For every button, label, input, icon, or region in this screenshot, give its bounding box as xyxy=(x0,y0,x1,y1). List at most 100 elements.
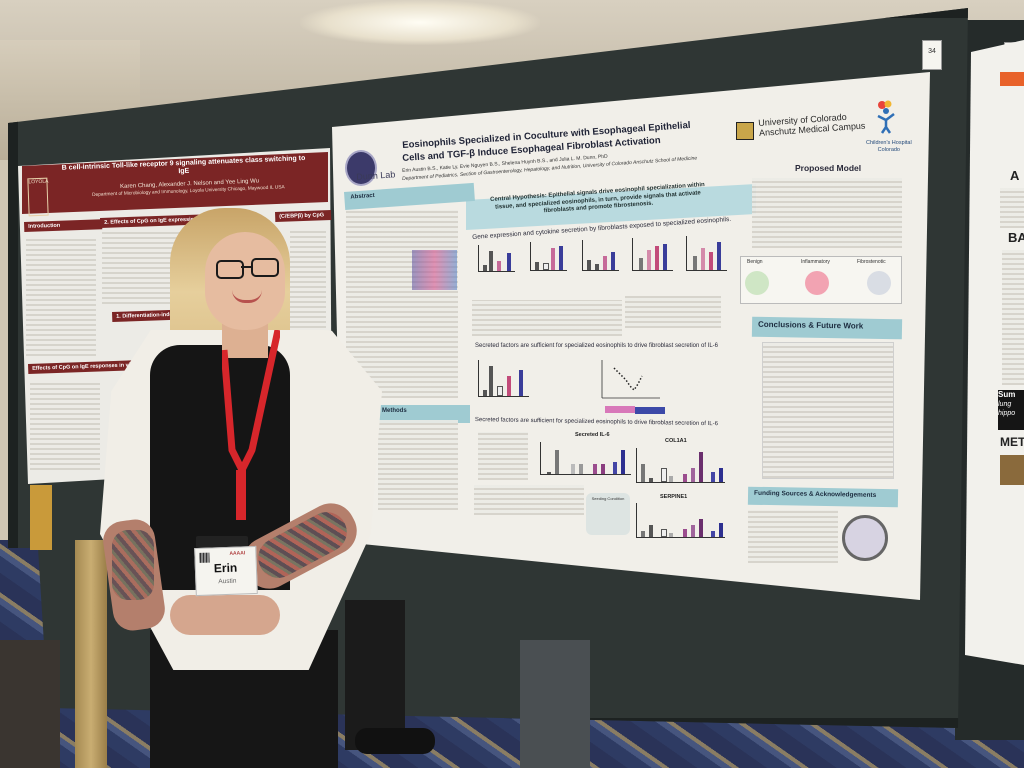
bar xyxy=(641,531,645,537)
proposed-model-heading: Proposed Model xyxy=(795,163,862,173)
bar-chart xyxy=(686,236,727,271)
bar xyxy=(711,472,715,482)
bar xyxy=(639,258,643,270)
funding-heading: Funding Sources & Acknowledgements xyxy=(747,486,899,508)
text-block xyxy=(26,236,96,356)
right-poster-heading: A xyxy=(1010,168,1020,183)
figure-caption xyxy=(472,300,622,336)
bar xyxy=(535,262,539,270)
bar-chart xyxy=(478,245,515,272)
bar xyxy=(699,452,703,482)
summary-box: Sum lung hippo xyxy=(998,390,1024,430)
conclusions-heading: Conclusions & Future Work xyxy=(751,316,903,340)
bar xyxy=(701,248,705,270)
left-poster-section: (C/EBPβ) by CpG xyxy=(275,210,332,222)
text-block xyxy=(1002,250,1024,385)
right-poster-image xyxy=(1000,455,1024,485)
model-state: Benign xyxy=(747,259,763,265)
section-heading: Secreted factors are sufficient for spec… xyxy=(475,343,719,349)
abstract-body xyxy=(346,210,458,398)
bar xyxy=(547,472,551,474)
funding-body xyxy=(748,510,838,563)
bar xyxy=(601,464,605,474)
dunn-lab-logo xyxy=(345,150,377,186)
schematic xyxy=(478,432,528,480)
bar xyxy=(613,462,617,474)
bar xyxy=(543,263,549,270)
bar xyxy=(621,450,625,474)
text-block xyxy=(1000,188,1024,228)
society-seal xyxy=(842,515,888,561)
bar xyxy=(579,464,583,474)
bar xyxy=(711,531,715,537)
summary-text: lung xyxy=(998,401,1012,408)
figure-caption xyxy=(474,485,584,515)
badge-first-name: Erin xyxy=(213,560,238,576)
figure-caption xyxy=(625,296,721,328)
bar xyxy=(649,525,653,537)
volcano-plot xyxy=(601,360,660,399)
bar xyxy=(719,468,723,482)
legend-box: Seeding Condition xyxy=(586,493,630,535)
qr-code-icon xyxy=(199,552,210,563)
methods-heading: Methods xyxy=(376,405,470,423)
bar xyxy=(655,246,659,270)
bar xyxy=(489,251,493,271)
background-person-legs xyxy=(345,600,405,750)
figure-block xyxy=(290,228,326,333)
bar xyxy=(647,250,651,270)
bar xyxy=(669,533,673,537)
bar xyxy=(683,474,687,482)
bar xyxy=(595,264,599,270)
bar xyxy=(551,248,555,270)
bar xyxy=(603,256,607,270)
model-text xyxy=(752,178,902,248)
bar xyxy=(691,468,695,482)
abstract-figure xyxy=(412,250,457,290)
chandelier xyxy=(300,0,540,45)
bar xyxy=(489,366,493,396)
right-poster-logo xyxy=(1000,72,1024,86)
bar xyxy=(641,464,645,482)
bar xyxy=(519,370,523,396)
badge-last-name: Austin xyxy=(218,577,237,586)
bar xyxy=(593,464,597,474)
logo-text: LOYOLA xyxy=(28,178,49,186)
summary-text: hippo xyxy=(998,410,1016,417)
bar xyxy=(555,450,559,474)
right-poster-heading: BA xyxy=(1008,230,1024,245)
bar xyxy=(699,519,703,537)
face xyxy=(205,232,285,330)
badge-clip xyxy=(196,536,248,548)
bar-chart xyxy=(636,503,725,538)
bar xyxy=(483,390,487,396)
childrens-hospital-logo xyxy=(877,100,895,134)
model-diagram: Benign Inflammatory Fibrostenotic xyxy=(740,256,902,304)
bar xyxy=(669,476,673,482)
bar-chart xyxy=(582,240,619,271)
bar xyxy=(683,529,687,537)
bar xyxy=(663,244,667,270)
bar xyxy=(709,252,713,270)
bar xyxy=(691,525,695,537)
model-state: Fibrostenotic xyxy=(857,259,886,265)
bar xyxy=(483,265,487,271)
bar xyxy=(717,242,721,270)
cell-icon xyxy=(867,271,891,295)
board-number: 34 xyxy=(928,48,936,55)
bar xyxy=(661,529,667,537)
loyola-logo: LOYOLA xyxy=(27,177,49,217)
bar xyxy=(559,246,563,270)
chart-title: COL1A1 xyxy=(665,438,687,444)
chart-title: Secreted IL-6 xyxy=(575,432,610,438)
shoe xyxy=(355,728,435,754)
bar-chart xyxy=(636,448,725,483)
name-badge: AAAAI Erin Austin xyxy=(194,545,258,597)
arrow-left xyxy=(605,406,635,413)
clasped-hands xyxy=(170,595,280,635)
equipment-box xyxy=(0,640,60,768)
chart-title: SERPINE1 xyxy=(660,494,688,500)
legend-title: Seeding Condition xyxy=(591,496,625,501)
bar xyxy=(611,252,615,270)
methods-body xyxy=(378,420,458,510)
